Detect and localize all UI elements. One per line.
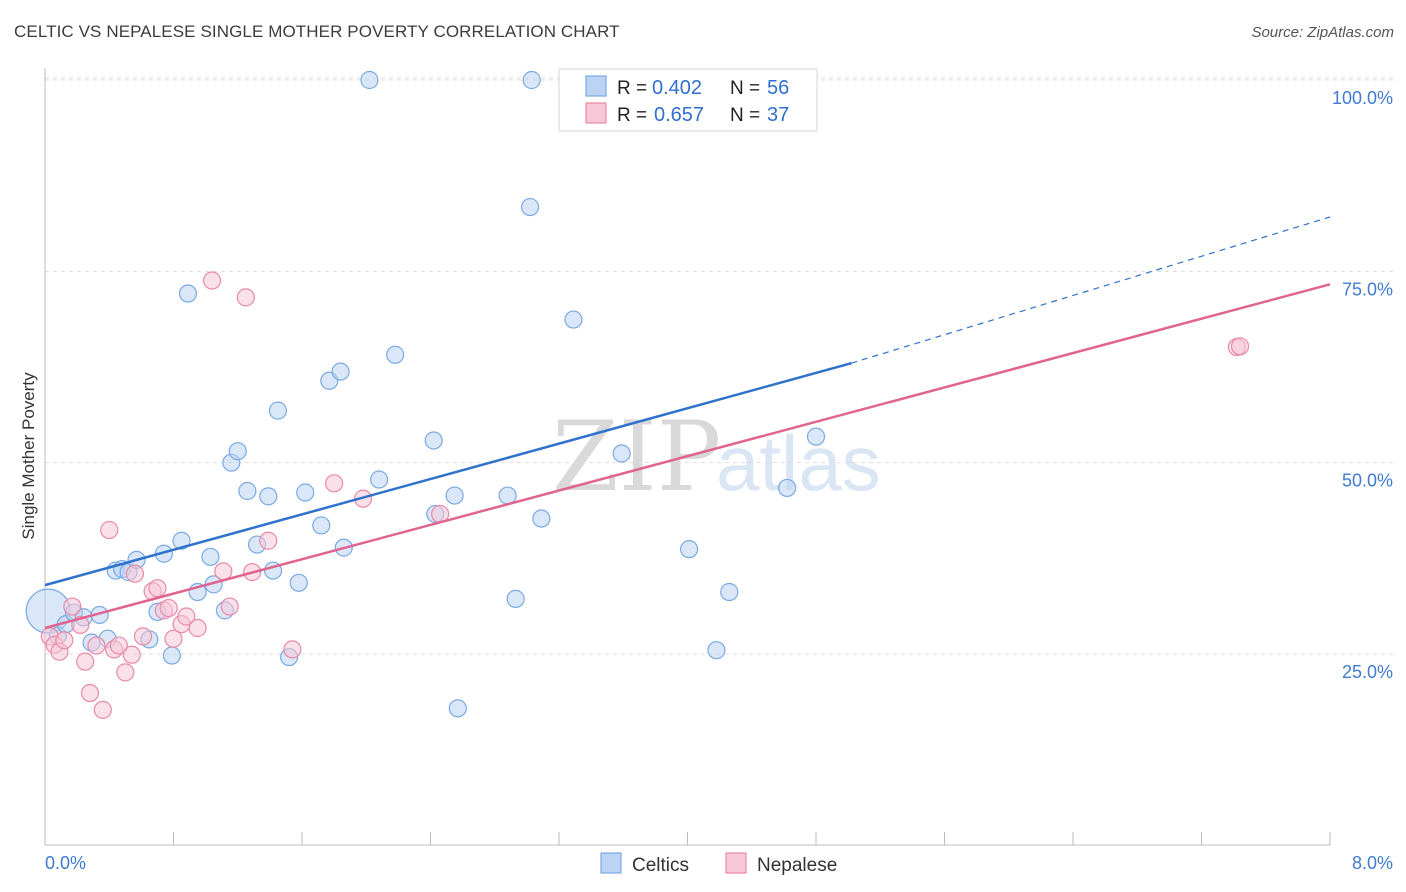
celtics-point xyxy=(448,699,467,718)
x-tick-label-min: 0.0% xyxy=(45,853,86,873)
celtics-point xyxy=(201,547,220,566)
celtics-point xyxy=(296,483,315,502)
nepalese-point xyxy=(76,652,95,671)
celtics-point xyxy=(680,540,699,559)
y-axis-label: Single Mother Poverty xyxy=(19,372,38,540)
celtics-point xyxy=(424,431,443,450)
series-nepalese-points xyxy=(40,271,1250,719)
watermark-zip: ZIP xyxy=(552,401,721,513)
nepalese-point xyxy=(259,531,278,550)
chart-title: CELTIC VS NEPALESE SINGLE MOTHER POVERTY… xyxy=(14,22,620,41)
celtics-point xyxy=(520,197,540,217)
nepalese-point xyxy=(177,607,196,626)
legend-r-value-nepalese: 0.657 xyxy=(654,104,704,126)
celtics-point xyxy=(806,427,826,446)
celtics-point xyxy=(564,310,583,329)
nepalese-point xyxy=(283,640,302,659)
celtics-point xyxy=(532,509,551,528)
nepalese-point xyxy=(236,288,255,307)
nepalese-point xyxy=(188,618,207,638)
nepalese-point xyxy=(325,474,344,493)
legend-n-label-celtics: N = xyxy=(730,78,760,99)
legend-n-value-nepalese: 37 xyxy=(767,104,789,126)
bottom-legend-label-celtics: Celtics xyxy=(632,855,689,876)
nepalese-point xyxy=(122,645,141,664)
bottom-legend: Celtics Nepalese xyxy=(600,852,837,876)
legend-n-value-celtics: 56 xyxy=(767,77,789,99)
celtics-point xyxy=(259,487,278,506)
legend-swatch-celtics xyxy=(585,75,607,97)
nepalese-point xyxy=(164,629,183,648)
celtics-point xyxy=(172,531,191,550)
nepalese-point xyxy=(202,271,222,290)
nepalese-point xyxy=(159,598,178,618)
legend-swatch-nepalese xyxy=(585,102,607,124)
nepalese-point xyxy=(63,597,82,616)
legend-n-label-nepalese: N = xyxy=(730,105,760,126)
nepalese-point xyxy=(100,520,119,540)
legend-r-value-celtics: 0.402 xyxy=(652,77,702,99)
celtics-point xyxy=(228,442,247,461)
nepalese-point xyxy=(1230,337,1250,356)
celtics-point xyxy=(370,470,389,489)
celtics-point xyxy=(707,641,726,660)
nepalese-point xyxy=(220,597,239,616)
y-tick-label-75: 75.0% xyxy=(1342,279,1393,299)
y-tick-label-100: 100.0% xyxy=(1332,88,1393,108)
celtics-point xyxy=(268,401,288,420)
nepalese-trend-line xyxy=(44,283,1331,630)
celtics-point xyxy=(162,646,181,665)
celtics-point xyxy=(312,516,331,535)
nepalese-point xyxy=(214,562,233,581)
nepalese-point xyxy=(93,700,112,719)
bottom-legend-swatch-nepalese xyxy=(725,852,747,874)
celtics-point xyxy=(331,362,350,381)
celtics-point xyxy=(289,573,308,592)
nepalese-point xyxy=(148,579,167,598)
legend-r-label-celtics: R = xyxy=(617,78,647,99)
series-celtics-points xyxy=(25,70,826,718)
y-tick-label-50: 50.0% xyxy=(1342,471,1393,491)
x-tick-label-max: 8.0% xyxy=(1352,853,1393,873)
celtics-point xyxy=(777,478,797,498)
celtics-point xyxy=(238,481,257,501)
bottom-legend-label-nepalese: Nepalese xyxy=(757,855,837,876)
celtics-trend-extension xyxy=(851,216,1331,364)
source-note: Source: ZipAtlas.com xyxy=(1251,24,1394,41)
celtics-point xyxy=(612,444,631,463)
celtics-trend-line xyxy=(44,361,852,587)
legend: R = 0.402 N = 56 R = 0.657 N = 37 xyxy=(558,68,818,132)
celtics-point xyxy=(386,345,405,364)
trend-lines xyxy=(44,216,1331,630)
nepalese-point xyxy=(87,636,106,655)
nepalese-point xyxy=(116,663,135,682)
celtics-point xyxy=(522,70,541,90)
celtics-point xyxy=(445,486,464,505)
celtics-point xyxy=(360,70,379,90)
y-tick-label-25: 25.0% xyxy=(1342,662,1393,682)
nepalese-point xyxy=(80,683,100,703)
nepalese-point xyxy=(133,627,153,646)
y-axis-tick-labels: 25.0% 50.0% 75.0% 100.0% xyxy=(1332,88,1393,682)
nepalese-point xyxy=(109,636,128,655)
celtics-point xyxy=(720,582,739,602)
bottom-legend-swatch-celtics xyxy=(600,852,622,874)
nepalese-point xyxy=(55,631,74,650)
celtics-point xyxy=(178,284,198,303)
legend-r-label-nepalese: R = xyxy=(617,105,647,126)
celtics-point xyxy=(506,589,525,608)
x-axis-ticks xyxy=(44,832,1331,845)
nepalese-point xyxy=(125,564,145,583)
